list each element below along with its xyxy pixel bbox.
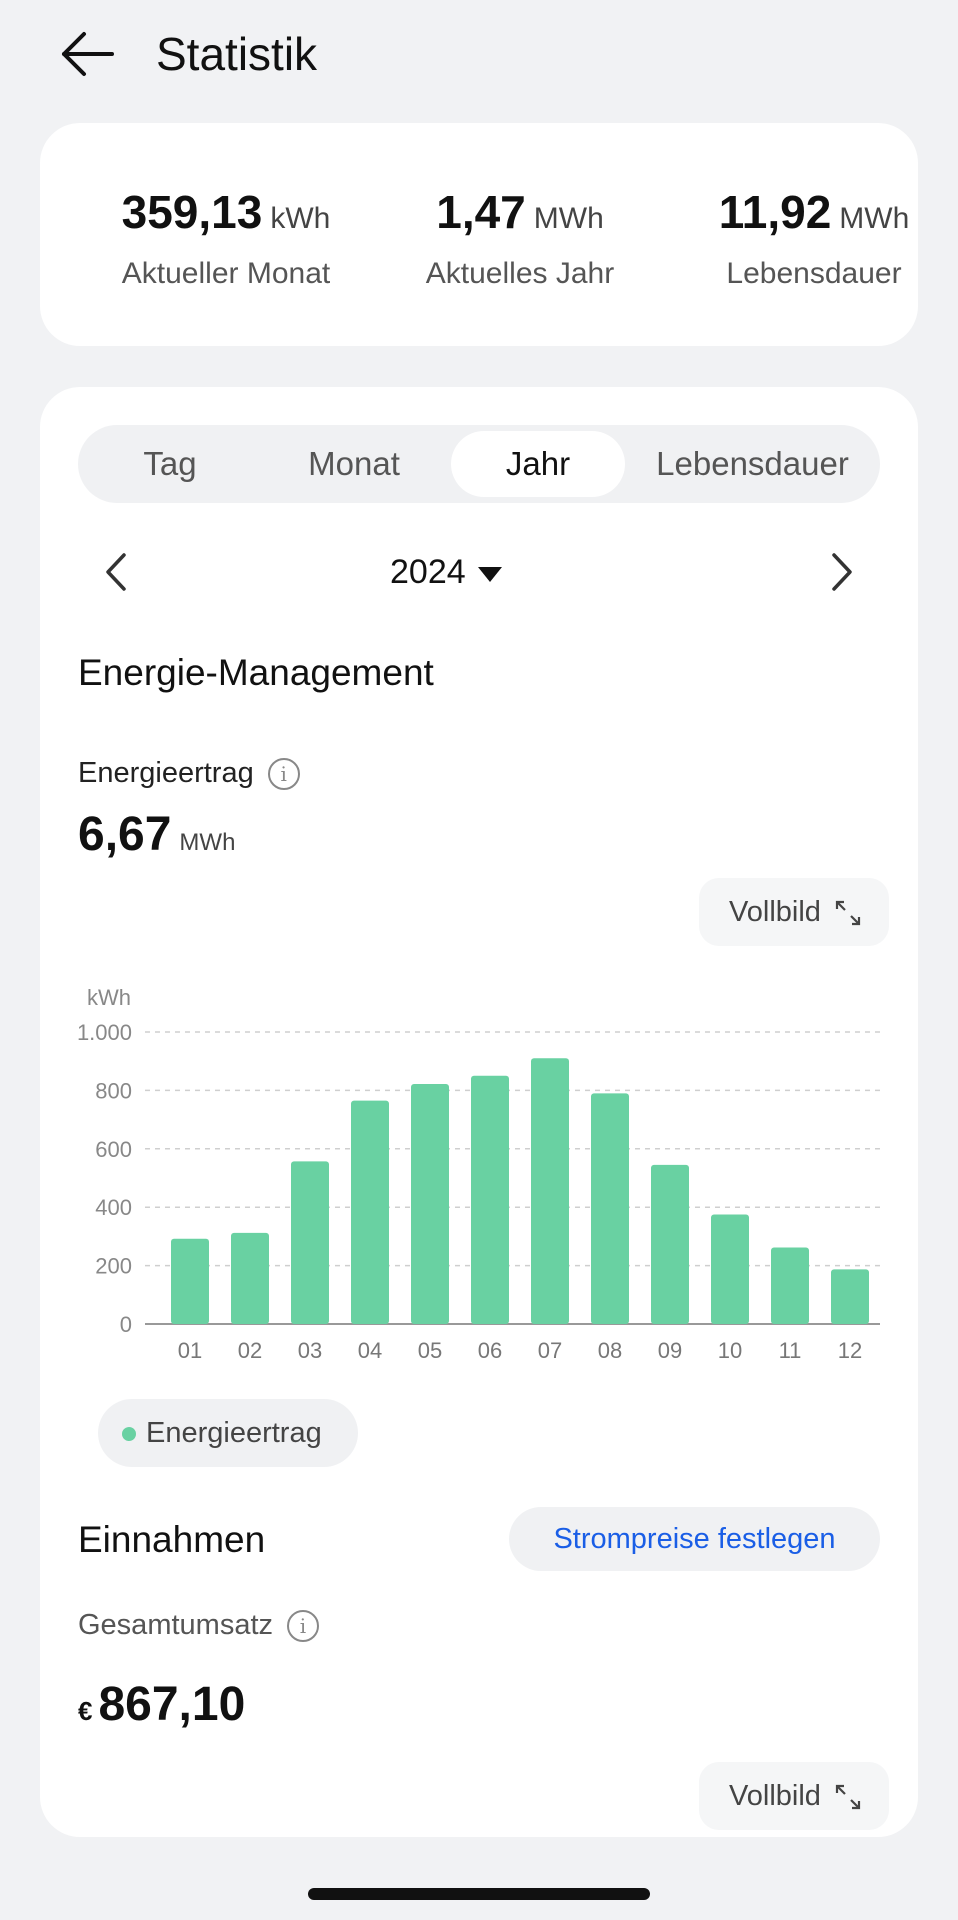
x-tick-label: 10 [718, 1338, 742, 1363]
x-tick-label: 07 [538, 1338, 562, 1363]
home-indicator [308, 1888, 650, 1900]
energy-yield-number: 6,67 [78, 808, 172, 861]
stat-lifetime: 11,92 MWh Lebensdauer [654, 185, 958, 291]
bar-12 [831, 1269, 869, 1324]
legend-energy-yield[interactable]: Energieertrag [98, 1399, 358, 1467]
y-tick-label: 1.000 [77, 1020, 132, 1045]
stat-value: 359,13 [121, 186, 263, 238]
stat-current-month: 359,13 kWh Aktueller Monat [66, 185, 386, 291]
fullscreen-label: Vollbild [729, 896, 821, 928]
stat-label: Aktuelles Jahr [425, 257, 615, 290]
year-dropdown[interactable]: 2024 [390, 545, 502, 599]
tab-day[interactable]: Tag [143, 445, 197, 482]
x-tick-label: 05 [418, 1338, 442, 1363]
fullscreen-button[interactable]: Vollbild [699, 878, 889, 946]
energy-yield-label: Energieertrag i [78, 757, 300, 791]
expand-icon [835, 1784, 861, 1810]
bar-10 [711, 1214, 749, 1324]
bar-11 [771, 1247, 809, 1324]
x-tick-label: 04 [358, 1338, 382, 1363]
fullscreen-button[interactable]: Vollbild [699, 1762, 889, 1830]
chevron-left-icon[interactable] [96, 547, 136, 597]
stat-label: Lebensdauer [726, 257, 902, 290]
stat-label: Aktueller Monat [121, 257, 331, 290]
stat-unit: kWh [270, 202, 331, 235]
y-tick-label: 400 [95, 1195, 132, 1220]
energy-section-title: Energie-Management [78, 652, 434, 693]
energy-yield-value: 6,67 MWh [78, 807, 235, 862]
tab-year[interactable]: Jahr [451, 431, 625, 497]
bar-04 [351, 1100, 389, 1324]
back-arrow-icon[interactable] [60, 28, 120, 80]
year-value: 2024 [390, 553, 466, 591]
y-axis-unit-label: kWh [87, 985, 131, 1010]
y-tick-label: 800 [95, 1078, 132, 1103]
legend-label: Energieertrag [146, 1417, 322, 1449]
header: Statistik [0, 0, 958, 110]
bar-01 [171, 1238, 209, 1324]
x-tick-label: 03 [298, 1338, 322, 1363]
income-section-title: Einnahmen [78, 1519, 266, 1560]
x-tick-label: 02 [238, 1338, 262, 1363]
bar-07 [531, 1058, 569, 1324]
stat-unit: MWh [533, 202, 604, 235]
info-icon[interactable]: i [267, 758, 300, 791]
total-revenue-label-text: Gesamtumsatz [78, 1609, 273, 1641]
x-tick-label: 09 [658, 1338, 682, 1363]
x-tick-label: 12 [838, 1338, 862, 1363]
chevron-right-icon[interactable] [822, 547, 862, 597]
statistics-card: Tag Monat Jahr Lebensdauer 2024 Energie-… [40, 387, 918, 1837]
info-icon[interactable]: i [287, 1610, 319, 1643]
energy-yield-label-text: Energieertrag [78, 757, 254, 789]
period-tabbar: Tag Monat Jahr Lebensdauer [78, 425, 880, 503]
currency-symbol: € [78, 1696, 93, 1726]
bar-09 [651, 1164, 689, 1324]
y-tick-label: 0 [120, 1312, 132, 1337]
date-navigator: 2024 [40, 537, 918, 607]
bar-03 [291, 1161, 329, 1324]
energy-yield-unit: MWh [179, 829, 236, 856]
total-revenue-number: 867,10 [98, 1678, 246, 1731]
tab-lifetime[interactable]: Lebensdauer [656, 445, 849, 482]
x-tick-label: 08 [598, 1338, 622, 1363]
fullscreen-label: Vollbild [729, 1780, 821, 1812]
y-tick-label: 200 [95, 1254, 132, 1279]
legend-dot-icon [122, 1427, 136, 1441]
total-revenue-value: €867,10 [78, 1677, 245, 1732]
stat-value: 11,92 [718, 186, 832, 238]
bar-06 [471, 1075, 509, 1324]
energy-bar-chart: kWh 0 200 400 600 800 1.000 01 02 03 04 05 06 07 08 09 1… [77, 985, 880, 1363]
caret-down-icon [477, 566, 502, 582]
stat-unit: MWh [839, 202, 910, 235]
x-tick-label: 11 [779, 1338, 802, 1363]
x-tick-label: 06 [478, 1338, 502, 1363]
y-tick-label: 600 [95, 1137, 132, 1162]
bar-02 [231, 1232, 269, 1324]
summary-card: 359,13 kWh Aktueller Monat 1,47 MWh Aktuel… [40, 123, 918, 346]
stat-current-year: 1,47 MWh Aktuelles Jahr [360, 185, 680, 291]
stat-value: 1,47 [436, 186, 526, 238]
set-electricity-prices-button[interactable]: Strompreise festlegen [509, 1507, 880, 1571]
bar-05 [411, 1083, 449, 1324]
bar-08 [591, 1093, 629, 1324]
page-title: Statistik [156, 28, 318, 80]
expand-icon [835, 900, 861, 926]
x-tick-label: 01 [178, 1338, 202, 1363]
tab-month[interactable]: Monat [308, 445, 400, 482]
total-revenue-label: Gesamtumsatz i [78, 1609, 319, 1643]
